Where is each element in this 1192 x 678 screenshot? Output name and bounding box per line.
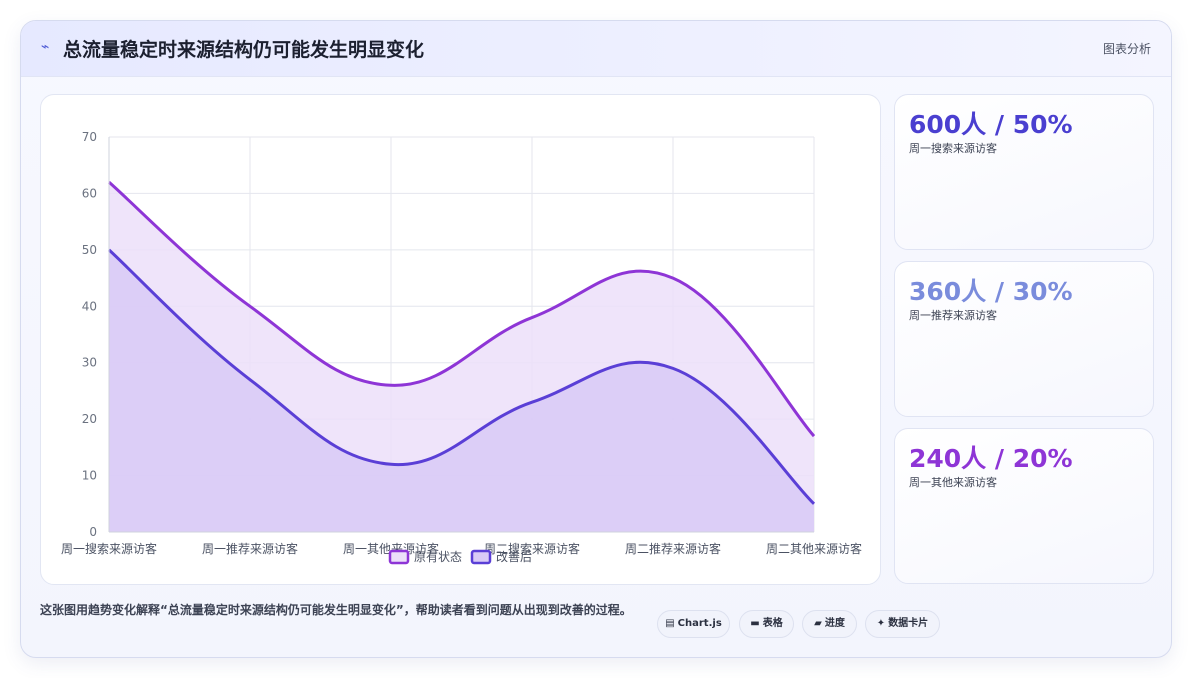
x-tick-label: 周二搜索来源访客 xyxy=(484,541,580,556)
progress-icon: ▰ xyxy=(814,618,822,629)
x-tick-label: 周二推荐来源访客 xyxy=(625,541,721,556)
card-header: ⌁ 总流量稳定时来源结构仍可能发生明显变化 图表分析 xyxy=(21,21,1171,77)
y-tick-label: 40 xyxy=(82,299,97,313)
x-tick-label: 周二其他来源访客 xyxy=(766,541,862,556)
chip-data-cards[interactable]: ✦ 数据卡片 xyxy=(865,610,940,638)
page-title: 总流量稳定时来源结构仍可能发生明显变化 xyxy=(63,39,425,61)
y-tick-label: 10 xyxy=(82,469,97,483)
chip-label: 数据卡片 xyxy=(888,618,929,629)
sparkle-icon: ✦ xyxy=(876,618,886,629)
x-tick-label: 周一其他来源访客 xyxy=(343,541,439,556)
stat-label: 周一推荐来源访客 xyxy=(909,309,997,322)
analysis-card: ⌁ 总流量稳定时来源结构仍可能发生明显变化 图表分析 0 10 20 30 40 50 60… xyxy=(20,20,1172,658)
chart-panel: 0 10 20 30 40 50 60 70 周一搜索来源访客 周一推荐来源访客 周一其他来源访客 周… xyxy=(40,94,881,585)
chip-label: Chart.js xyxy=(677,618,722,629)
y-tick-label: 20 xyxy=(82,412,97,426)
legend-label-1: 改善后 xyxy=(496,549,532,564)
stat-label: 周一搜索来源访客 xyxy=(909,142,997,155)
stat-value: 600人 / 50% xyxy=(909,110,1073,139)
chip-label: 表格 xyxy=(762,618,783,629)
x-tick-label: 周一搜索来源访客 xyxy=(61,541,157,556)
legend-swatch-1 xyxy=(470,549,492,565)
x-tick-label: 周一推荐来源访客 xyxy=(202,541,298,556)
y-tick-label: 70 xyxy=(82,130,97,144)
chip-label: 进度 xyxy=(824,618,845,629)
series-line-1 xyxy=(107,248,816,505)
area-chart: 0 10 20 30 40 50 60 70 周一搜索来源访客 周一推荐来源访客 周一其他来源访客 周… xyxy=(61,130,862,565)
series-line-0 xyxy=(108,181,816,438)
y-tick-label: 30 xyxy=(82,356,97,370)
chip-chartjs[interactable]: ▤ Chart.js xyxy=(657,610,730,638)
legend-label-0: 原有状态 xyxy=(414,550,462,564)
stat-label: 周一其他来源访客 xyxy=(909,476,997,489)
chart-analysis-tag: 图表分析 xyxy=(1102,42,1151,56)
stat-card-recommend: 360人 / 30% 周一推荐来源访客 xyxy=(894,261,1154,417)
chart-caption: 这张图用趋势变化解释“总流量稳定时来源结构仍可能发生明显变化”，帮助读者看到问题… xyxy=(40,603,632,617)
legend-swatch-0 xyxy=(388,549,410,565)
y-tick-label: 50 xyxy=(82,243,97,257)
stat-value: 240人 / 20% xyxy=(909,444,1073,473)
y-tick-label: 0 xyxy=(89,525,97,539)
stat-card-other: 240人 / 20% 周一其他来源访客 xyxy=(894,428,1154,584)
chip-table[interactable]: ▬ 表格 xyxy=(739,610,794,638)
y-tick-label: 60 xyxy=(82,186,97,200)
series-area-1 xyxy=(109,249,814,532)
table-icon: ▬ xyxy=(750,618,760,629)
chip-progress[interactable]: ▰ 进度 xyxy=(802,610,857,638)
stat-card-search: 600人 / 50% 周一搜索来源访客 xyxy=(894,94,1154,250)
lightning-icon: ⌁ xyxy=(41,39,50,55)
chart-icon: ▤ xyxy=(665,618,675,629)
stat-value: 360人 / 30% xyxy=(909,277,1073,306)
